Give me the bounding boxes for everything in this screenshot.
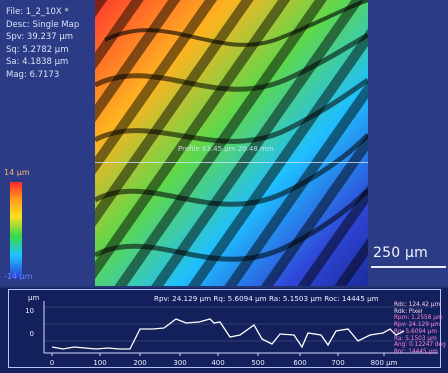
surface-map-canvas xyxy=(95,0,368,286)
stat-roc: Roc: 14445 µm xyxy=(394,348,438,355)
profile-x-tick: 400 xyxy=(211,359,224,367)
profile-frame xyxy=(8,289,441,368)
description: Desc: Single Map xyxy=(6,19,80,30)
profile-units: µm xyxy=(28,294,40,302)
profile-stats-header: Rpv: 24.129 µm Rq: 5.6094 µm Ra: 5.1503 … xyxy=(154,294,379,303)
profile-x-tick: 0 xyxy=(50,359,54,367)
stat-rpm: Rpm: 1.2558 µm xyxy=(394,315,443,322)
color-scale-bar xyxy=(10,182,22,278)
spv-value: Spv: 39.237 µm xyxy=(6,32,74,42)
profile-stats-panel: Rdc: 124.42 µm Rdk: Pixel Rpm: 1.2558 µm… xyxy=(394,302,446,356)
scale-bar-label: 250 µm xyxy=(373,245,428,261)
profile-y-tick: 0 xyxy=(30,330,34,338)
stat-rdk: Rdk: Pixel xyxy=(394,308,423,315)
scale-bar: 250 µm xyxy=(369,245,448,269)
stat-rpv: Rpv: 24.129 µm xyxy=(394,322,441,329)
profile-x-tick: 600 xyxy=(293,359,306,367)
surface-map-image[interactable] xyxy=(95,0,368,286)
measurement-info: File: 1_2_10X * Desc: Single Map Spv: 39… xyxy=(6,6,79,81)
profile-x-tick: 300 xyxy=(173,359,186,367)
sq-value: Sq: 5.2782 µm xyxy=(6,44,69,55)
color-scale: 14 µm -14 µm xyxy=(4,168,44,288)
profile-x-tick: 100 xyxy=(93,359,106,367)
profile-y-tick: 10 xyxy=(25,307,34,315)
profile-grid xyxy=(44,306,438,342)
profile-probe-line[interactable] xyxy=(95,162,368,163)
color-scale-min: -14 µm xyxy=(4,272,33,281)
profile-x-tick: 200 xyxy=(133,359,146,367)
scale-bar-line xyxy=(371,266,446,268)
stat-ra: Ra: 5.1503 µm xyxy=(394,335,437,342)
profile-x-tick: 800 µm xyxy=(371,359,398,367)
profile-x-tick: 500 xyxy=(251,359,264,367)
stat-rdc: Rdc: 124.42 µm xyxy=(394,302,441,308)
color-scale-max: 14 µm xyxy=(4,168,30,177)
stat-ang: Ang: 0.12247 deg xyxy=(394,342,446,349)
profile-x-tick: 700 xyxy=(331,359,344,367)
profile-probe-label: Profile 63.45 µm 20.48 mm xyxy=(178,145,274,153)
profile-panel xyxy=(0,288,448,373)
surface-map-panel: File: 1_2_10X * Desc: Single Map Spv: 39… xyxy=(0,0,448,286)
sa-value: Sa: 4.1838 µm xyxy=(6,57,69,67)
file-name: File: 1_2_10X * xyxy=(6,7,69,17)
stat-rq: Rq: 5.6094 µm xyxy=(394,328,437,335)
profile-line xyxy=(51,318,405,350)
mag-value: Mag: 6.7173 xyxy=(6,69,60,80)
